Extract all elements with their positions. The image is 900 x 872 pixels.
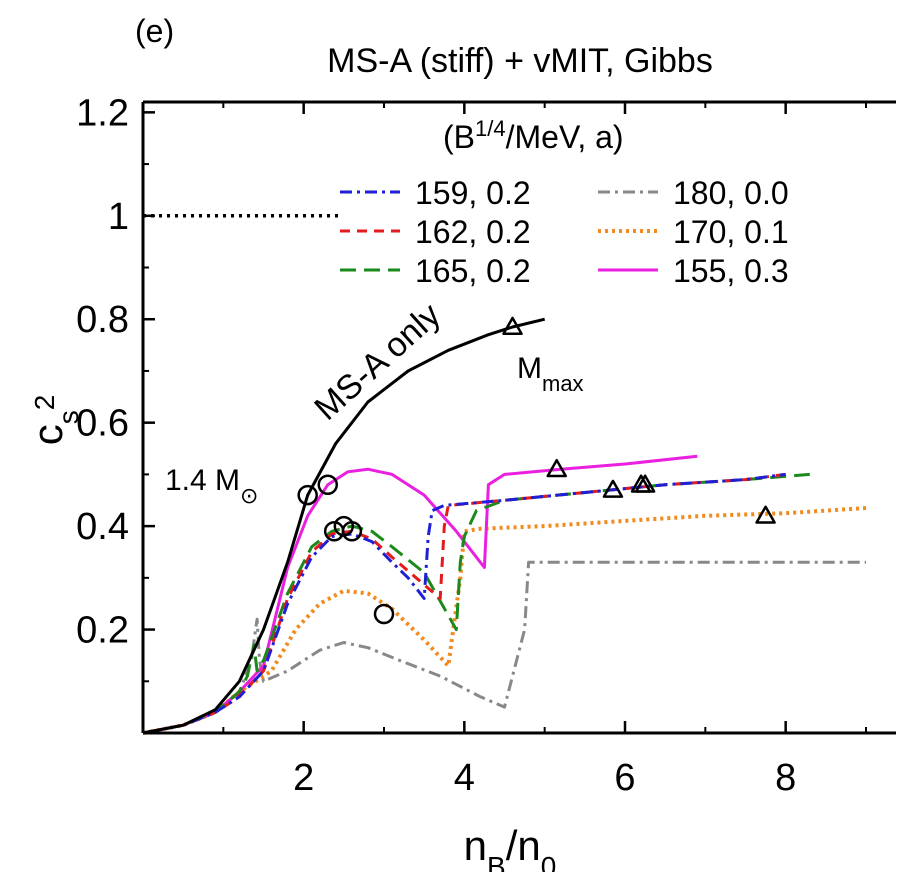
y-axis-label: cs2 bbox=[24, 395, 84, 446]
triangle-marker-2-1 bbox=[630, 474, 652, 493]
triangle-marker-5-1 bbox=[755, 505, 776, 524]
circle-marker-5-0 bbox=[373, 603, 395, 625]
marker-layer bbox=[297, 316, 776, 625]
legend-label-0: 159, 0.2 bbox=[415, 175, 531, 211]
triangle-marker-0-1 bbox=[502, 316, 523, 335]
legend-label-4: 170, 0.1 bbox=[673, 214, 789, 250]
legend-label-3: 180, 0.0 bbox=[673, 175, 789, 211]
y-tick-label-5: 1.2 bbox=[76, 92, 129, 134]
x-tick-label-0: 2 bbox=[293, 757, 314, 799]
y-tick-label-1: 0.4 bbox=[76, 506, 129, 548]
mass-annotation: 1.4 M⊙ bbox=[165, 464, 258, 508]
x-axis-label: nB/n0 bbox=[464, 822, 557, 872]
text-layer: 2 4 6 8 0.2 0.4 0.6 0.8 1 1.2 (e) MS-A (stiff) + vM… bbox=[24, 13, 796, 872]
mmax-annotation: Mmax bbox=[517, 352, 584, 396]
circle-marker-3-0 bbox=[323, 521, 345, 542]
triangle-marker-6-1 bbox=[546, 458, 567, 478]
legend-title: (B1/4/MeV, a) bbox=[443, 116, 624, 156]
x-tick-label-1: 4 bbox=[454, 757, 475, 799]
y-axis-label-text: cs2 bbox=[24, 395, 84, 446]
x-tick-label-2: 6 bbox=[614, 757, 635, 799]
y-tick-label-3: 0.8 bbox=[76, 299, 129, 341]
legend-label-1: 162, 0.2 bbox=[415, 214, 531, 250]
chart-title: MS-A (stiff) + vMIT, Gibbs bbox=[327, 42, 713, 80]
series-line-2 bbox=[142, 472, 786, 735]
circle-marker-6-0 bbox=[317, 474, 339, 495]
y-tick-label-4: 1 bbox=[108, 196, 129, 238]
series-line-5 bbox=[142, 506, 867, 735]
y-tick-label-2: 0.6 bbox=[76, 403, 129, 445]
x-tick-label-3: 8 bbox=[775, 757, 796, 799]
series-line-4 bbox=[142, 560, 866, 735]
panel-label: (e) bbox=[135, 13, 174, 49]
series-line-1 bbox=[142, 472, 786, 735]
axes-layer bbox=[141, 100, 896, 735]
circle-marker-0-0 bbox=[297, 484, 318, 506]
triangle-marker-3-1 bbox=[602, 479, 624, 498]
series-line-0 bbox=[142, 317, 546, 735]
legend-label-5: 155, 0.3 bbox=[673, 253, 789, 289]
y-tick-label-0: 0.2 bbox=[76, 610, 129, 652]
series-layer bbox=[142, 214, 867, 735]
legend-label-2: 165, 0.2 bbox=[415, 253, 531, 289]
